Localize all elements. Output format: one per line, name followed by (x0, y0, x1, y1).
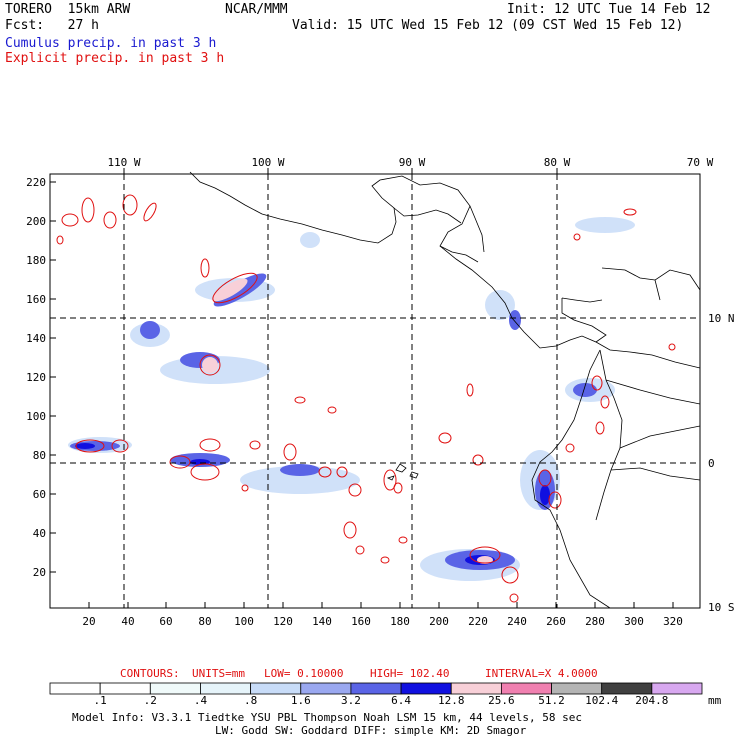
x-tick-marks (88, 602, 674, 608)
x-tick-label: 220 (468, 615, 488, 628)
colorbar-swatch (149, 682, 201, 695)
precip-field (56, 194, 676, 603)
colorbar-label: .4 (194, 694, 208, 707)
y-tick-label: 220 (26, 176, 46, 189)
colorbar-swatch (49, 682, 101, 695)
x-tick-label: 280 (585, 615, 605, 628)
colorbar-label: .8 (244, 694, 257, 707)
colorbar-swatch (601, 682, 653, 695)
latlon-grid (50, 174, 700, 608)
x-tick-label: 160 (351, 615, 371, 628)
lon-label: 80 W (544, 156, 571, 169)
lon-label: 110 W (107, 156, 140, 169)
colorbar-label: 1.6 (291, 694, 311, 707)
organization: NCAR/MMM (225, 2, 288, 17)
colorbar-swatch (250, 682, 302, 695)
y-tick-marks (50, 181, 56, 573)
x-tick-label: 320 (663, 615, 683, 628)
colorbar-unit: mm (708, 694, 722, 707)
explicit-precip-label: Explicit precip. in past 3 h (5, 51, 225, 66)
y-tick-label: 140 (26, 332, 46, 345)
x-tick-label: 120 (273, 615, 293, 628)
x-tick-label: 240 (507, 615, 527, 628)
colorbar-swatch (350, 682, 402, 695)
y-tick-label: 60 (33, 488, 46, 501)
model-info: Model Info: V3.3.1 Tiedtke YSU PBL Thomp… (72, 711, 582, 724)
x-tick-label: 180 (390, 615, 410, 628)
y-tick-label: 100 (26, 410, 46, 423)
y-tick-label: 20 (33, 566, 46, 579)
colorbar-swatch (500, 682, 552, 695)
colorbar-label: 204.8 (635, 694, 668, 707)
colorbar-swatch (200, 682, 252, 695)
contours-units: UNITS=mm (192, 667, 245, 680)
colorbar-label: 3.2 (341, 694, 361, 707)
colorbar-swatch (551, 682, 603, 695)
lat-label: 0 (708, 457, 715, 470)
x-tick-label: 200 (429, 615, 449, 628)
x-tick-label: 60 (159, 615, 172, 628)
colorbar-label: 6.4 (391, 694, 411, 707)
colorbar-label: 12.8 (438, 694, 465, 707)
cumulus-precip-label: Cumulus precip. in past 3 h (5, 36, 217, 51)
colorbar-label: 25.6 (488, 694, 515, 707)
y-tick-label: 120 (26, 371, 46, 384)
colorbar-label: .1 (94, 694, 107, 707)
x-tick-label: 20 (82, 615, 95, 628)
lat-label: 10 N (708, 312, 735, 325)
colorbar-label: 102.4 (585, 694, 618, 707)
init-time: Init: 12 UTC Tue 14 Feb 12 (507, 2, 711, 17)
lon-label: 100 W (251, 156, 284, 169)
colorbar-swatch (300, 682, 352, 695)
colorbar-swatch (651, 682, 703, 695)
x-tick-label: 40 (121, 615, 134, 628)
colorbar-swatch (450, 682, 502, 695)
y-tick-label: 180 (26, 254, 46, 267)
plot-frame (49, 173, 701, 609)
x-tick-label: 260 (546, 615, 566, 628)
contours-prefix: CONTOURS: (120, 667, 180, 680)
lon-label: 90 W (399, 156, 426, 169)
colorbar (49, 682, 703, 695)
contours-low: LOW= 0.10000 (264, 667, 343, 680)
model-name: TORERO 15km ARW (5, 2, 131, 17)
forecast-hour: Fcst: 27 h (5, 18, 99, 33)
x-tick-label: 300 (624, 615, 644, 628)
colorbar-label: 51.2 (538, 694, 565, 707)
colorbar-label: .2 (144, 694, 157, 707)
x-tick-label: 80 (198, 615, 211, 628)
lat-label: 10 S (708, 601, 735, 614)
valid-time: Valid: 15 UTC Wed 15 Feb 12 (09 CST Wed … (292, 18, 684, 33)
y-tick-label: 80 (33, 449, 46, 462)
contours-high: HIGH= 102.40 (370, 667, 449, 680)
x-tick-label: 140 (312, 615, 332, 628)
colorbar-swatch (400, 682, 452, 695)
colorbar-swatch (99, 682, 151, 695)
physics-info: LW: Godd SW: Goddard DIFF: simple KM: 2D… (215, 724, 527, 737)
y-tick-label: 40 (33, 527, 46, 540)
contours-interval: INTERVAL=X 4.0000 (485, 667, 598, 680)
y-tick-label: 200 (26, 215, 46, 228)
coastlines (189, 171, 701, 609)
lon-label: 70 W (687, 156, 714, 169)
y-tick-label: 160 (26, 293, 46, 306)
x-tick-label: 100 (234, 615, 254, 628)
